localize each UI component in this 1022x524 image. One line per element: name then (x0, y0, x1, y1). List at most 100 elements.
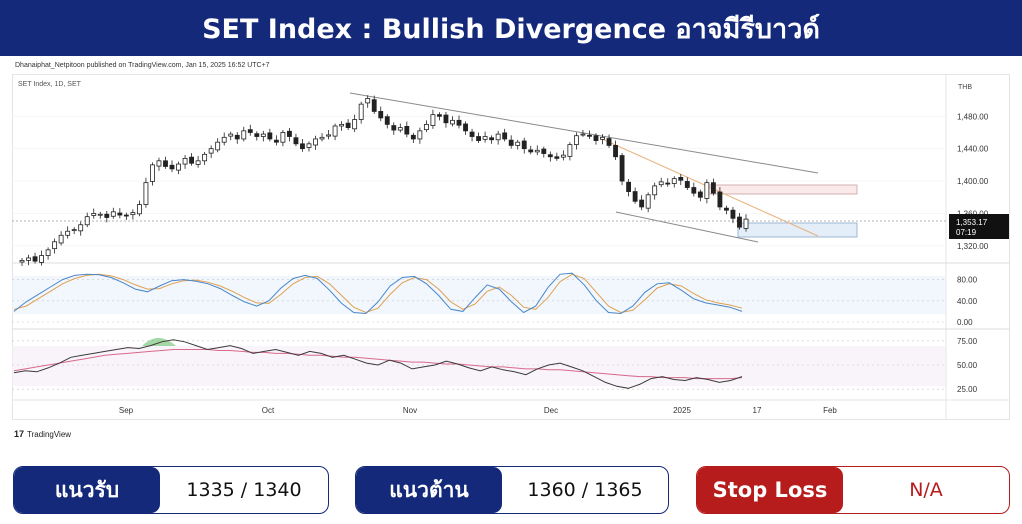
candle (110, 207, 116, 219)
candle (710, 178, 716, 196)
candle (515, 139, 521, 150)
candle (208, 145, 214, 158)
candle (502, 128, 508, 142)
candle (391, 122, 397, 135)
candle (352, 114, 358, 133)
published-credit: Dhanaiphat_Netpitoon published on Tradin… (15, 62, 270, 69)
candle (195, 155, 201, 168)
candle (332, 123, 338, 141)
price-tick-label: 1,360.00 (957, 209, 989, 218)
candle (313, 135, 318, 150)
candle (554, 152, 560, 161)
candle (456, 115, 462, 129)
candle (489, 135, 495, 144)
last-price-label: 1,353.17 (956, 218, 988, 227)
candle (463, 121, 468, 135)
candle (371, 95, 377, 114)
tradingview-logo: 17 TradingView (14, 429, 71, 439)
candle (697, 189, 703, 202)
candle (319, 133, 325, 142)
candle (221, 132, 227, 146)
candle (619, 153, 625, 186)
candle (482, 131, 488, 143)
candle (626, 179, 632, 197)
candle (678, 174, 684, 186)
candle (202, 151, 208, 165)
chart-canvas[interactable]: SET Index, 1D, SET THB 1,480.00 1,440.00 1… (0, 0, 1022, 440)
candle (228, 131, 234, 141)
time-axis-label: Dec (544, 406, 558, 415)
candle (300, 138, 305, 152)
candle (78, 221, 84, 236)
candle (691, 182, 697, 197)
candle (345, 119, 351, 131)
candle (528, 145, 534, 155)
candle (365, 95, 371, 108)
rsi-ma-line (13, 349, 743, 380)
candle (508, 135, 514, 149)
candle (580, 130, 586, 137)
candle (476, 132, 481, 143)
countdown-label: 07:19 (956, 228, 977, 237)
tradingview-label: TradingView (27, 429, 72, 439)
candle (84, 212, 90, 228)
candle (306, 141, 312, 152)
candle (665, 178, 671, 187)
rsi-line (13, 339, 743, 389)
rsi-tick-label: 25.00 (957, 385, 978, 394)
candle (724, 205, 729, 215)
stoch-k-line (13, 272, 743, 315)
rsi-overbought-fill (142, 338, 176, 346)
price-gridlines (12, 115, 946, 247)
candle (71, 227, 77, 235)
time-axis-label: Oct (262, 406, 275, 415)
candle (45, 247, 51, 260)
candle (254, 131, 260, 141)
candle (567, 142, 573, 161)
stop-loss-value: N/A (909, 479, 943, 501)
time-axis-label: Sep (119, 406, 134, 415)
stoch-tick-label: 80.00 (957, 276, 978, 285)
candle (573, 132, 579, 150)
stop-loss-box: Stop Loss N/A (696, 466, 1010, 514)
candle (267, 128, 273, 142)
symbol-label: SET Index, 1D, SET (18, 81, 82, 88)
candle (378, 106, 384, 122)
stoch-band (12, 276, 946, 314)
candle (358, 101, 364, 124)
time-axis-label: Nov (403, 406, 417, 415)
candle (136, 200, 142, 217)
page-title: SET Index : Bullish Divergence อาจมีรีบา… (202, 13, 820, 45)
stoch-d-line (13, 273, 743, 314)
stoch-tick-label: 40.00 (957, 297, 978, 306)
candle (450, 116, 455, 127)
candle (19, 257, 25, 267)
price-tick-label: 1,400.00 (957, 177, 989, 186)
candle (684, 177, 690, 190)
candle (443, 111, 449, 128)
candle (717, 187, 723, 211)
candle (58, 231, 64, 246)
candle (150, 162, 155, 186)
last-price-badge (949, 214, 1009, 239)
candle (215, 138, 221, 153)
currency-label: THB (958, 84, 972, 91)
support-value: 1335 / 1340 (186, 479, 302, 501)
candle (417, 127, 423, 144)
candle (143, 177, 149, 208)
candle (97, 211, 103, 219)
price-tick-label: 1,480.00 (957, 112, 989, 121)
price-tick-labels: 1,480.00 1,440.00 1,400.00 1,360.00 1,320.00 (957, 112, 989, 251)
candlestick-series (19, 95, 749, 267)
rsi-tick-label: 75.00 (957, 337, 978, 346)
candle (104, 211, 110, 223)
resistance-value: 1360 / 1365 (527, 479, 643, 501)
candle (587, 130, 592, 139)
candle (560, 150, 566, 161)
candle (495, 130, 501, 145)
price-tick-label: 1,440.00 (957, 145, 989, 154)
candle (469, 128, 475, 142)
candle (645, 192, 651, 213)
stoch-tick-label: 0.00 (957, 318, 973, 327)
candle (404, 121, 410, 138)
